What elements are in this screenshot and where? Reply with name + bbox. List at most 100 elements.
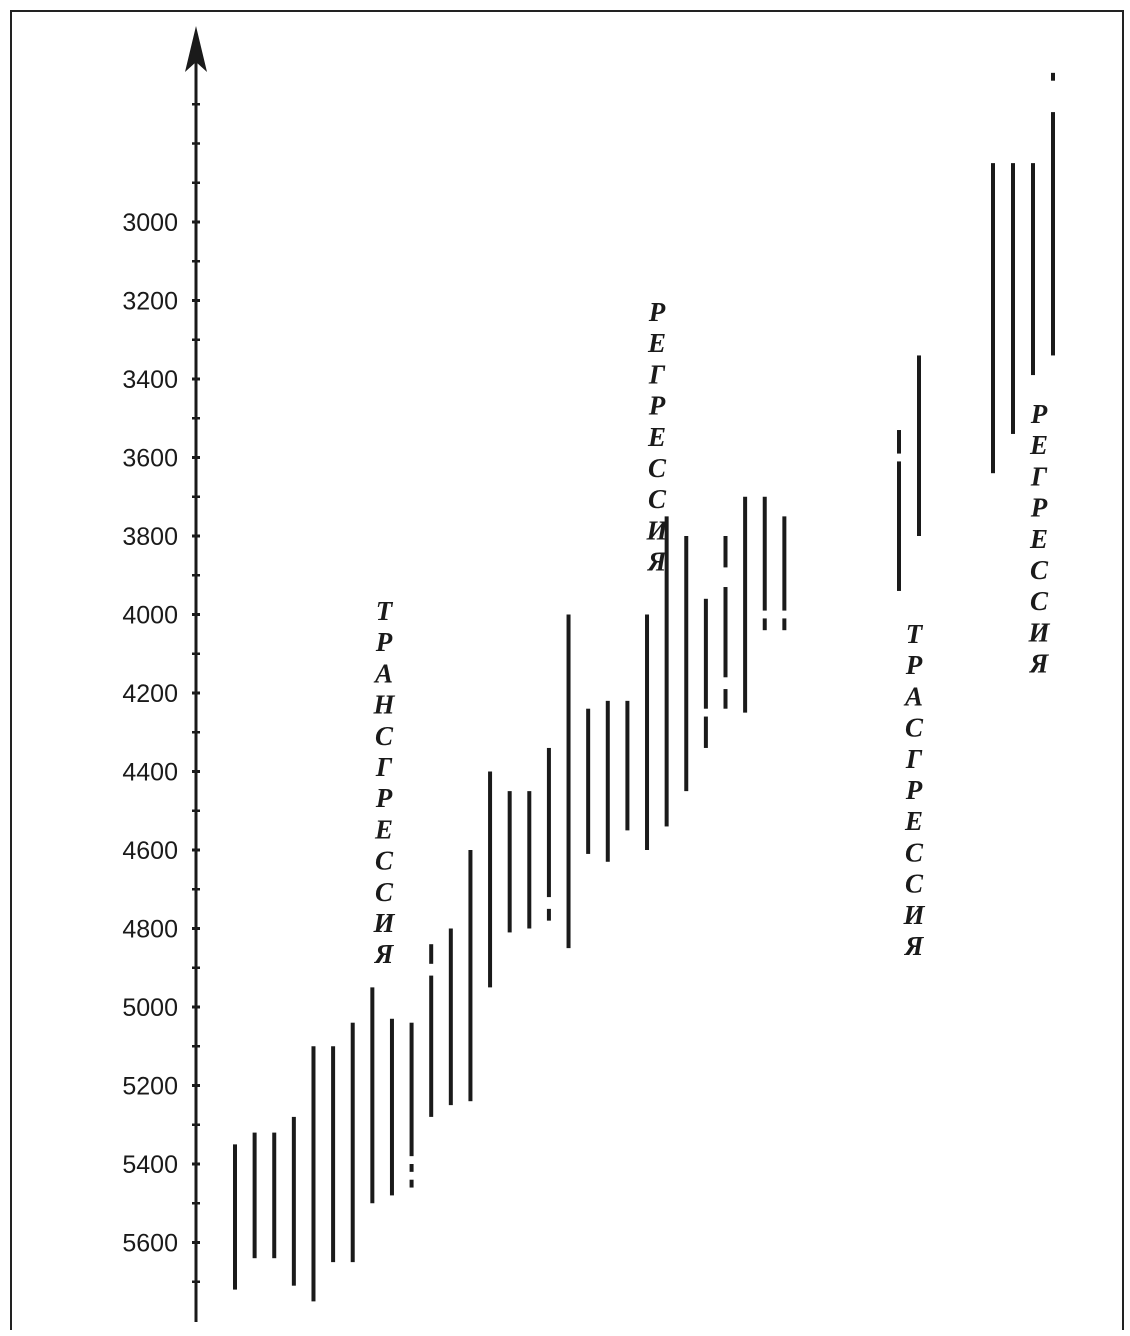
vertical-label-letter: С [1030,586,1049,616]
range-bar-segment [1051,112,1055,356]
vertical-label-letter: А [903,681,923,711]
vertical-label-letter: Т [376,596,394,626]
vertical-label-letter: С [648,484,667,514]
vertical-label-letter: Г [648,359,666,389]
vertical-label-letter: Я [904,931,925,961]
vertical-label-letter: Н [372,690,395,720]
y-tick-label: 3400 [122,366,178,394]
range-bar-segment [897,430,901,454]
range-bar-segment [468,850,473,1102]
vertical-label-letter: А [373,658,393,688]
range-bar-segment [370,987,375,1204]
y-tick-label: 3200 [122,288,178,316]
vertical-label-letter: Р [375,783,393,813]
y-tick-label: 4200 [122,680,178,708]
range-bar-segment [409,1179,414,1188]
range-bar-segment [897,461,901,591]
vertical-label-letter: С [1030,555,1049,585]
range-bar-segment [625,700,630,831]
y-tick-label: 4800 [122,916,178,944]
vertical-label-letter: Р [905,650,923,680]
range-bar-segment [1011,163,1015,434]
vertical-label-letter: С [375,721,394,751]
y-tick-label: 4000 [122,602,178,630]
y-tick-label: 4600 [122,837,178,865]
vertical-label-letter: Г [375,752,393,782]
range-bar-segment [429,975,434,1117]
vertical-label-letter: С [905,869,924,899]
range-bar-segment [272,1132,277,1259]
vertical-label-letter: Г [1030,461,1048,491]
y-tick-label: 4400 [122,759,178,787]
vertical-label-letter: Я [374,939,395,969]
y-tick-label: 3000 [122,209,178,237]
y-tick-label: 3800 [122,523,178,551]
vertical-label-letter: Е [1029,524,1048,554]
y-axis: 3000 3200 3400 3600 3800 4000 4200 4400 4600 4800… [122,26,207,1322]
range-bar-segment [762,618,767,631]
range-bar-segment [743,496,748,713]
vertical-label-letter: Е [374,814,393,844]
range-bar-segment [782,618,787,631]
vertical-label-letter: Р [1030,493,1048,523]
range-bar-segment [546,908,551,921]
vertical-label-letter: Р [648,391,666,421]
range-bar-segment [1031,163,1035,376]
vertical-label-letter: Е [1029,430,1048,460]
range-bar-segment [586,708,591,854]
range-bar-segment [311,1046,316,1302]
y-tick-label: 3600 [122,445,178,473]
range-bar-segment [605,700,610,862]
vertical-labels: ТРАНСГРЕССИЯРЕГРЕССИЯТРАСГРЕССИЯРЕГРЕССИ… [372,297,1050,969]
vertical-label-letter: И [372,908,395,938]
range-bar-segment [723,587,728,678]
range-bar-segment [723,536,728,568]
range-bar-segment [429,944,434,964]
vertical-label-letter: С [905,837,924,867]
vertical-label-letter: С [375,877,394,907]
range-bar-segment [488,771,493,988]
range-bar-segment [527,791,532,929]
range-bars [233,72,1055,1302]
vertical-label-letter: И [902,900,925,930]
range-bar-segment [703,716,708,748]
range-bar-segment [684,536,689,792]
chart-frame [10,10,1124,1330]
vertical-label-letter: Р [648,297,666,327]
range-bar-segment [546,747,551,898]
range-bar-segment [389,1018,394,1196]
range-bar-segment [645,614,650,850]
vertical-label-letter: Р [375,627,393,657]
range-bar-segment [409,1022,414,1157]
vertical-label-letter: Е [647,328,666,358]
range-bar-segment [252,1132,257,1259]
vertical-label-letter: С [905,713,924,743]
range-bar-segment [291,1116,296,1286]
range-bar-segment [409,1164,414,1172]
range-bar-segment [448,928,453,1106]
vertical-label-letter: Я [647,547,668,577]
vertical-label-letter: Р [1030,399,1048,429]
range-bar-segment [917,355,921,536]
y-tick-label: 5400 [122,1151,178,1179]
y-tick-label: 5000 [122,994,178,1022]
range-bar-segment [1051,72,1055,81]
vertical-label-letter: Г [905,744,923,774]
vertical-label-letter: Т [906,619,924,649]
range-bar-segment [233,1144,237,1290]
range-bar-segment [782,516,787,611]
range-bar-segment [566,614,571,949]
vertical-label-letter: Я [1029,649,1050,679]
y-axis-arrowhead [185,26,207,72]
vertical-label-letter: И [645,515,668,545]
range-bar-segment [991,163,995,474]
y-tick-label: 5200 [122,1073,178,1101]
vertical-label-letter: С [375,846,394,876]
range-bar-segment [350,1022,355,1263]
range-bar-segment [507,791,512,933]
vertical-label-letter: И [1027,617,1050,647]
